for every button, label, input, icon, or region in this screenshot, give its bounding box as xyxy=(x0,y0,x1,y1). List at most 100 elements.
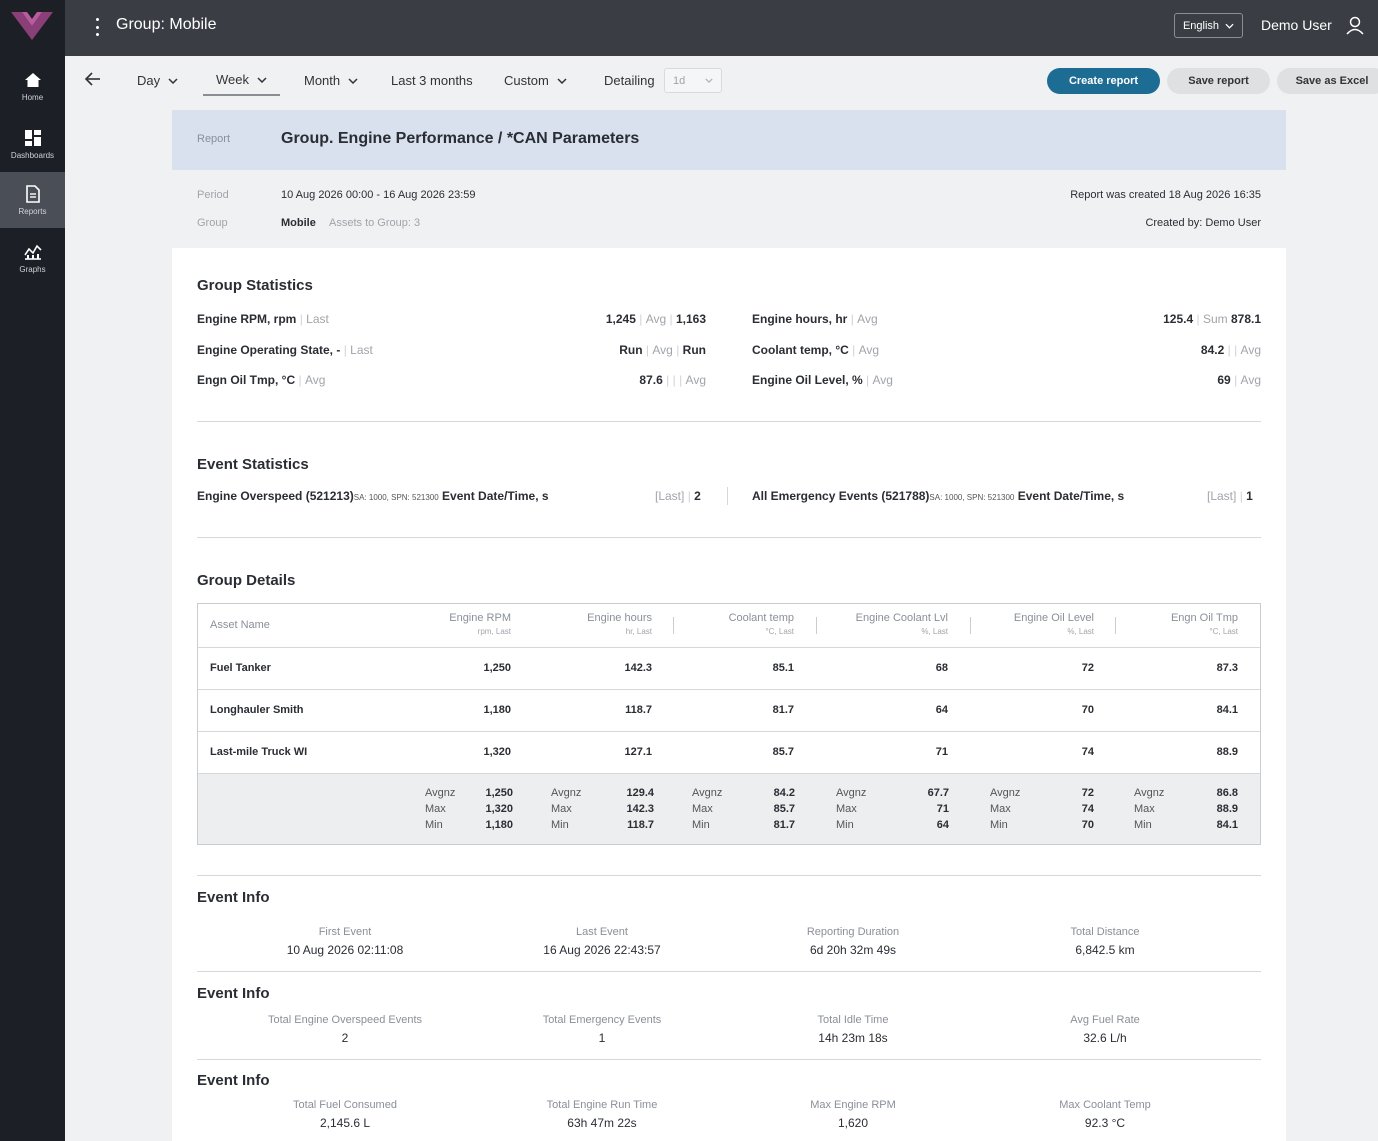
sidebar-item-label: Home xyxy=(21,92,44,102)
event-agg: [Last] xyxy=(655,489,685,503)
stat-values: Run | Avg | Run xyxy=(619,343,706,357)
asset-name: Longhauler Smith xyxy=(210,704,304,716)
info-item: Total Engine Overspeed Events 2 xyxy=(267,1014,423,1045)
stat-agg: Last xyxy=(306,312,329,326)
sidebar-item-graphs[interactable]: Graphs xyxy=(0,230,65,286)
stat-agg: Avg xyxy=(652,343,673,357)
stat-row: Engine RPM, rpm | Last 1,245 | Avg | 1,1… xyxy=(197,312,706,330)
stat-agg: Avg xyxy=(1240,343,1261,357)
period-week-dropdown[interactable]: Week xyxy=(203,72,280,96)
stat-name-text: Engine RPM, rpm xyxy=(197,312,297,326)
period-custom-label: Custom xyxy=(504,73,549,88)
table-row[interactable]: Fuel Tanker 1,250 142.3 85.1 68 72 87.3 xyxy=(198,648,1260,690)
top-bar: Group: Mobile English Demo User xyxy=(65,0,1378,56)
sidebar-item-label: Graphs xyxy=(19,264,46,274)
language-select[interactable]: English xyxy=(1174,13,1243,38)
column-header[interactable]: Engine Coolant Lvl%, Last xyxy=(855,612,948,636)
table-summary: Avgnz 1,250 Max 1,320 Min 1,180 Avgnz 129.4 … xyxy=(198,774,1260,844)
table-cell: 70 xyxy=(1081,704,1094,716)
info-item: First Event 10 Aug 2026 02:11:08 xyxy=(286,926,404,957)
stat-value: 125.4 xyxy=(1163,312,1194,326)
table-row[interactable]: Longhauler Smith 1,180 118.7 81.7 64 70 … xyxy=(198,690,1260,732)
stat-name-text: Engine hours, hr xyxy=(752,312,848,326)
sidebar-item-reports[interactable]: Reports xyxy=(0,172,65,228)
divider xyxy=(197,421,1261,422)
stat-values: 1,245 | Avg | 1,163 xyxy=(605,312,706,326)
language-value: English xyxy=(1182,19,1220,32)
column-header[interactable]: Engine RPM rpm, Last xyxy=(449,612,511,636)
event-value: 1 xyxy=(1246,489,1253,503)
stat-value: 1,245 xyxy=(605,312,636,326)
table-cell: 71 xyxy=(935,746,948,758)
report-toolbar: Day Week Month Last 3 months Custom Deta… xyxy=(65,56,1378,110)
event-statistics-title: Event Statistics xyxy=(197,456,309,473)
save-as-excel-button[interactable]: Save as Excel xyxy=(1277,68,1378,94)
detailing-value: 1d xyxy=(673,74,686,87)
user-avatar-icon[interactable] xyxy=(1342,13,1368,39)
stat-values: 87.6 | | | Avg xyxy=(639,373,706,387)
period-last-3-months-label: Last 3 months xyxy=(391,73,473,88)
column-header[interactable]: Coolant temp °C, Last xyxy=(728,612,794,636)
stat-value: 69 xyxy=(1217,373,1231,387)
period-label: Period xyxy=(197,189,229,201)
brand-logo[interactable] xyxy=(9,8,55,44)
chevron-down-icon xyxy=(1225,23,1234,29)
kebab-menu-icon[interactable] xyxy=(92,15,102,39)
report-header: Report Group. Engine Performance / *CAN … xyxy=(172,110,1286,170)
column-header[interactable]: Asset Name xyxy=(210,619,270,631)
column-header[interactable]: Engine hours hr, Last xyxy=(587,612,652,636)
info-item: Max Coolant Temp 92.3 °C xyxy=(1059,1099,1151,1130)
divider xyxy=(197,875,1261,876)
sidebar-item-home[interactable]: Home xyxy=(0,58,65,114)
chevron-down-icon xyxy=(348,77,358,84)
sidebar-item-dashboards[interactable]: Dashboards xyxy=(0,116,65,172)
stat-value: | xyxy=(1234,343,1238,357)
period-month-dropdown[interactable]: Month xyxy=(304,73,358,88)
group-statistics-title: Group Statistics xyxy=(197,277,313,294)
event-sub: SA: 1000, SPN: 521300 xyxy=(353,493,439,502)
detailing-label-text: Detailing xyxy=(604,73,655,88)
save-report-button[interactable]: Save report xyxy=(1167,68,1270,94)
period-day-dropdown[interactable]: Day xyxy=(137,73,178,88)
stat-values: 69 | Avg xyxy=(1217,373,1261,387)
summary-cell: Avgnz 67.7 Max 71 Min 64 xyxy=(836,787,949,831)
table-header: Asset Name Engine RPM rpm, Last Engine ho… xyxy=(198,604,1260,648)
event-name: Engine Overspeed (521213) xyxy=(197,489,354,503)
summary-cell: Avgnz 84.2 Max 85.7 Min 81.7 xyxy=(692,787,795,831)
event-info-title: Event Info xyxy=(197,889,270,906)
period-week-label: Week xyxy=(216,72,249,87)
stat-row: Engine Oil Level, % | Avg 69 | Avg xyxy=(752,373,1261,391)
report-card: Report Group. Engine Performance / *CAN … xyxy=(172,110,1286,1141)
stat-row: Engn Oil Tmp, °C | Avg 87.6 | | | Avg xyxy=(197,373,706,391)
table-cell: 81.7 xyxy=(772,704,794,716)
detailing-select[interactable]: 1d xyxy=(664,68,722,93)
column-header[interactable]: Engn Oil Tmp °C, Last xyxy=(1170,612,1238,636)
info-item: Total Idle Time 14h 23m 18s xyxy=(817,1014,889,1045)
table-cell: 1,180 xyxy=(483,704,511,716)
back-arrow-icon[interactable] xyxy=(84,71,102,87)
report-meta: Period 10 Aug 2026 00:00 - 16 Aug 2026 2… xyxy=(172,170,1286,248)
group-label: Group xyxy=(197,217,228,229)
period-custom-dropdown[interactable]: Custom xyxy=(504,73,567,88)
create-report-button[interactable]: Create report xyxy=(1047,68,1160,94)
chevron-down-icon xyxy=(168,77,178,84)
sidebar: Home Dashboards Reports Graphs xyxy=(0,0,65,1141)
info-item: Total Fuel Consumed 2,145.6 L xyxy=(293,1099,397,1130)
stat-value: 1,163 xyxy=(675,312,706,326)
table-cell: 142.3 xyxy=(624,662,652,674)
stat-name: Engn Oil Tmp, °C | Avg xyxy=(197,373,326,387)
event-stat-name: All Emergency Events (521788)SA: 1000, S… xyxy=(752,489,1124,503)
info-item: Last Event 16 Aug 2026 22:43:57 xyxy=(543,926,661,957)
table-cell: 88.9 xyxy=(1216,746,1238,758)
column-header[interactable]: Engine Oil Level%, Last xyxy=(1013,612,1094,636)
period-last-3-months[interactable]: Last 3 months xyxy=(391,73,473,88)
table-cell: 68 xyxy=(935,662,948,674)
stat-agg: Avg xyxy=(857,312,878,326)
table-row[interactable]: Last-mile Truck WI 1,320 127.1 85.7 71 7… xyxy=(198,732,1260,774)
stat-name: Engine Operating State, - | Last xyxy=(197,343,373,357)
user-name[interactable]: Demo User xyxy=(1261,17,1332,33)
dashboards-icon xyxy=(24,129,41,146)
stat-name-text: Coolant temp, °C xyxy=(752,343,849,357)
group-value: Mobile xyxy=(281,217,316,229)
chevron-down-icon xyxy=(257,76,267,83)
